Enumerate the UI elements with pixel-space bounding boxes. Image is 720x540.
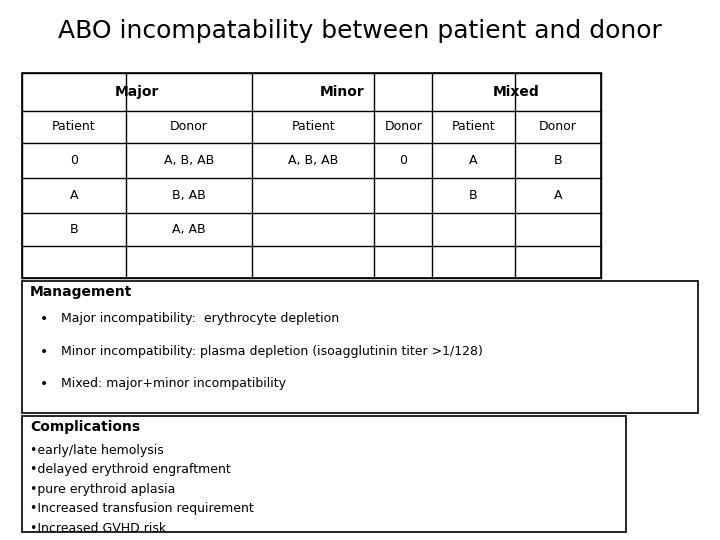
- Text: Patient: Patient: [451, 120, 495, 133]
- Text: A: A: [554, 189, 562, 202]
- Text: A: A: [469, 154, 477, 167]
- Bar: [22, 73, 601, 278]
- Text: Minor: Minor: [320, 85, 364, 99]
- Text: ABO incompatability between patient and donor: ABO incompatability between patient and …: [58, 19, 662, 43]
- Text: 0: 0: [399, 154, 408, 167]
- Text: B: B: [469, 189, 477, 202]
- Text: Patient: Patient: [292, 120, 335, 133]
- Text: B, AB: B, AB: [172, 189, 206, 202]
- Text: Management: Management: [30, 285, 132, 299]
- Bar: [22, 281, 698, 413]
- Text: •Increased transfusion requirement: •Increased transfusion requirement: [30, 502, 254, 515]
- Text: •Increased GVHD risk: •Increased GVHD risk: [30, 522, 166, 535]
- Text: Donor: Donor: [539, 120, 577, 133]
- Text: •: •: [40, 312, 48, 326]
- Text: B: B: [70, 223, 78, 236]
- Text: A, B, AB: A, B, AB: [164, 154, 214, 167]
- Text: •: •: [40, 345, 48, 359]
- Text: Mixed: major+minor incompatibility: Mixed: major+minor incompatibility: [61, 377, 287, 390]
- Text: Major incompatibility:  erythrocyte depletion: Major incompatibility: erythrocyte deple…: [61, 312, 339, 325]
- Text: Major: Major: [114, 85, 159, 99]
- Text: •early/late hemolysis: •early/late hemolysis: [30, 444, 164, 457]
- Text: •delayed erythroid engraftment: •delayed erythroid engraftment: [30, 463, 231, 476]
- Text: Donor: Donor: [170, 120, 208, 133]
- Text: Donor: Donor: [384, 120, 422, 133]
- Text: •pure erythroid aplasia: •pure erythroid aplasia: [30, 483, 176, 496]
- Text: Patient: Patient: [52, 120, 96, 133]
- Text: Complications: Complications: [30, 420, 140, 434]
- Text: Minor incompatibility: plasma depletion (isoagglutinin titer >1/128): Minor incompatibility: plasma depletion …: [61, 345, 483, 357]
- Text: Mixed: Mixed: [493, 85, 540, 99]
- Text: B: B: [554, 154, 562, 167]
- Text: A: A: [70, 189, 78, 202]
- Text: A, AB: A, AB: [172, 223, 206, 236]
- Text: A, B, AB: A, B, AB: [288, 154, 338, 167]
- Bar: [22, 416, 626, 532]
- Text: 0: 0: [70, 154, 78, 167]
- Text: •: •: [40, 377, 48, 391]
